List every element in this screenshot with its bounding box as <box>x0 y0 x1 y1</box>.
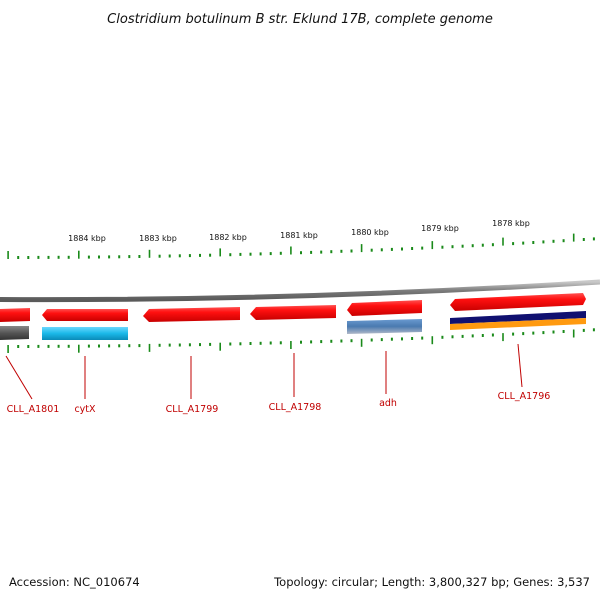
gene-label-cll-a1796[interactable]: CLL_A1796 <box>498 391 551 402</box>
gene-label-cll-a1801[interactable]: CLL_A1801 <box>7 404 60 415</box>
leader-line <box>5 355 33 400</box>
genome-summary: Topology: circular; Length: 3,800,327 bp… <box>273 575 590 589</box>
kbp-label: 1878 kbp <box>492 219 530 228</box>
gene-arrows-red <box>0 293 586 322</box>
kbp-scale-labels: 1884 kbp 1883 kbp 1882 kbp 1881 kbp 1880… <box>68 219 530 243</box>
outer-scale-ticks <box>7 233 595 259</box>
genome-title: Clostridium botulinum B str. Eklund 17B,… <box>107 12 493 27</box>
gene-labels: CLL_A1801 cytX CLL_A1799 CLL_A1798 adh C… <box>7 391 551 415</box>
steel-blue-band <box>347 319 422 334</box>
gene-arrow[interactable] <box>250 305 336 320</box>
accession-label: Accession: NC_010674 <box>9 575 140 589</box>
gene-leader-lines <box>5 343 523 400</box>
kbp-label: 1881 kbp <box>280 231 318 240</box>
gene-label-adh[interactable]: adh <box>379 398 397 409</box>
orange-band <box>450 318 586 330</box>
gene-arrow[interactable] <box>347 300 422 316</box>
navy-band <box>450 311 586 324</box>
gene-label-cll-a1798[interactable]: CLL_A1798 <box>269 402 322 413</box>
kbp-label: 1879 kbp <box>421 224 459 233</box>
gene-arrow[interactable] <box>450 293 586 311</box>
cyan-band <box>42 327 128 340</box>
kbp-label: 1883 kbp <box>139 234 177 243</box>
gene-arrow[interactable] <box>143 307 240 322</box>
genome-backbone <box>0 279 600 303</box>
gene-arrow[interactable] <box>0 308 30 322</box>
inner-scale-ticks <box>7 328 595 353</box>
leader-line <box>517 343 523 388</box>
gene-label-cytx[interactable]: cytX <box>74 404 96 415</box>
gene-feature-bands <box>0 311 586 340</box>
kbp-label: 1884 kbp <box>68 234 106 243</box>
kbp-label: 1882 kbp <box>209 233 247 242</box>
kbp-label: 1880 kbp <box>351 228 389 237</box>
gene-arrow[interactable] <box>42 309 128 321</box>
gene-label-cll-a1799[interactable]: CLL_A1799 <box>166 404 219 415</box>
dark-gray-band <box>0 326 29 340</box>
